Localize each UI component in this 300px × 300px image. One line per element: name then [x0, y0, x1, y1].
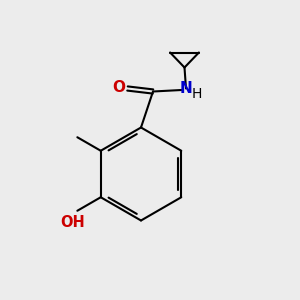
Text: OH: OH — [60, 215, 85, 230]
Text: O: O — [112, 80, 126, 95]
Text: H: H — [192, 87, 202, 101]
Text: N: N — [180, 81, 192, 96]
